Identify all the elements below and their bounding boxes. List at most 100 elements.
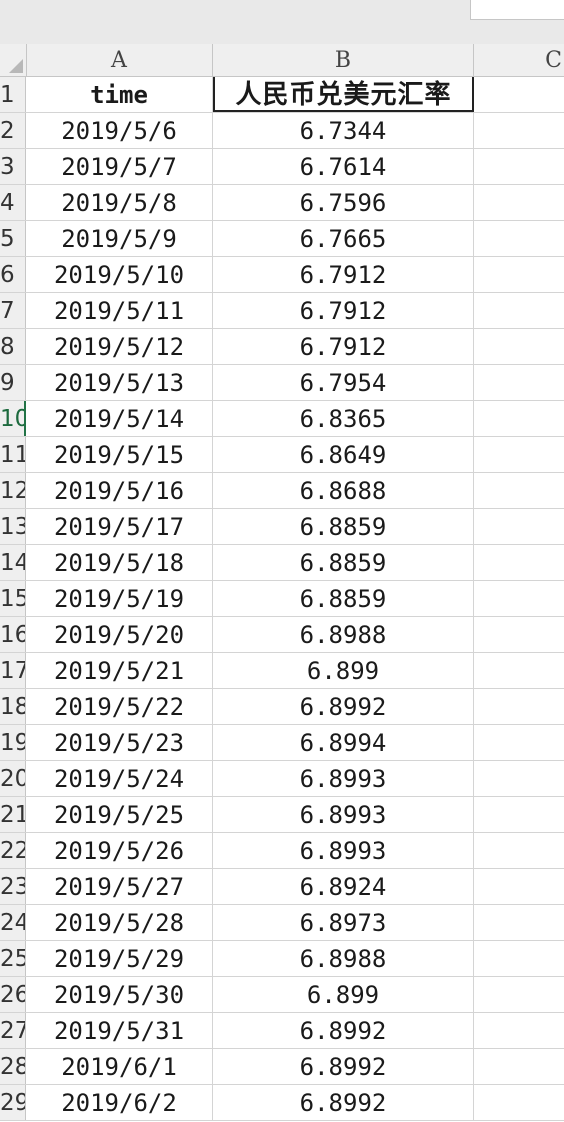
row-number[interactable]: 16 (0, 617, 26, 652)
empty-cell[interactable] (474, 185, 564, 220)
empty-cell[interactable] (474, 833, 564, 868)
empty-cell[interactable] (474, 905, 564, 940)
empty-cell[interactable] (474, 725, 564, 760)
column-header-c[interactable]: C (545, 48, 562, 73)
date-cell[interactable]: 2019/5/8 (26, 185, 213, 220)
empty-cell[interactable] (474, 113, 564, 148)
row-number[interactable]: 8 (0, 329, 26, 364)
date-cell[interactable]: 2019/5/29 (26, 941, 213, 976)
date-cell[interactable]: 2019/5/18 (26, 545, 213, 580)
rate-cell[interactable]: 6.7344 (213, 113, 474, 148)
rate-cell[interactable]: 6.8993 (213, 761, 474, 796)
date-cell[interactable]: 2019/5/14 (26, 401, 213, 436)
row-number[interactable]: 15 (0, 581, 26, 616)
date-cell[interactable]: 2019/5/9 (26, 221, 213, 256)
row-number[interactable]: 25 (0, 941, 26, 976)
rate-cell[interactable]: 6.8988 (213, 941, 474, 976)
rate-cell[interactable]: 6.8994 (213, 725, 474, 760)
row-number[interactable]: 6 (0, 257, 26, 292)
column-header-b[interactable]: B (213, 44, 474, 76)
empty-cell[interactable] (474, 509, 564, 544)
rate-cell[interactable]: 6.7912 (213, 293, 474, 328)
row-number[interactable]: 7 (0, 293, 26, 328)
row-number[interactable]: 27 (0, 1013, 26, 1048)
empty-cell[interactable] (474, 581, 564, 616)
empty-cell[interactable] (474, 689, 564, 724)
date-cell[interactable]: 2019/5/20 (26, 617, 213, 652)
row-number[interactable]: 19 (0, 725, 26, 760)
row-number[interactable]: 14 (0, 545, 26, 580)
empty-cell[interactable] (474, 401, 564, 436)
empty-cell[interactable] (474, 221, 564, 256)
empty-cell[interactable] (474, 257, 564, 292)
empty-cell[interactable] (474, 473, 564, 508)
rate-cell[interactable]: 6.8859 (213, 581, 474, 616)
date-cell[interactable]: 2019/5/24 (26, 761, 213, 796)
cell-c1[interactable] (474, 77, 564, 112)
rate-cell[interactable]: 6.7665 (213, 221, 474, 256)
date-cell[interactable]: 2019/5/28 (26, 905, 213, 940)
rate-cell[interactable]: 6.8688 (213, 473, 474, 508)
row-number[interactable]: 5 (0, 221, 26, 256)
date-cell[interactable]: 2019/5/27 (26, 869, 213, 904)
row-number[interactable]: 23 (0, 869, 26, 904)
row-number[interactable]: 4 (0, 185, 26, 220)
date-cell[interactable]: 2019/5/12 (26, 329, 213, 364)
rate-cell[interactable]: 6.8993 (213, 797, 474, 832)
rate-cell[interactable]: 6.899 (213, 653, 474, 688)
empty-cell[interactable] (474, 653, 564, 688)
date-cell[interactable]: 2019/5/31 (26, 1013, 213, 1048)
row-number[interactable]: 26 (0, 977, 26, 1012)
date-cell[interactable]: 2019/6/2 (26, 1085, 213, 1120)
date-cell[interactable]: 2019/5/26 (26, 833, 213, 868)
empty-cell[interactable] (474, 1049, 564, 1084)
cell-b1[interactable]: 人民币兑美元汇率 (213, 77, 474, 112)
empty-cell[interactable] (474, 869, 564, 904)
rate-cell[interactable]: 6.8993 (213, 833, 474, 868)
date-cell[interactable]: 2019/5/17 (26, 509, 213, 544)
column-header-a[interactable]: A (26, 44, 213, 76)
empty-cell[interactable] (474, 365, 564, 400)
row-number[interactable]: 11 (0, 437, 26, 472)
date-cell[interactable]: 2019/6/1 (26, 1049, 213, 1084)
empty-cell[interactable] (474, 545, 564, 580)
empty-cell[interactable] (474, 149, 564, 184)
rate-cell[interactable]: 6.8992 (213, 1049, 474, 1084)
empty-cell[interactable] (474, 617, 564, 652)
rate-cell[interactable]: 6.8924 (213, 869, 474, 904)
date-cell[interactable]: 2019/5/23 (26, 725, 213, 760)
rate-cell[interactable]: 6.7912 (213, 329, 474, 364)
empty-cell[interactable] (474, 977, 564, 1012)
row-number[interactable]: 18 (0, 689, 26, 724)
rate-cell[interactable]: 6.8992 (213, 1085, 474, 1120)
row-number[interactable]: 2 (0, 113, 26, 148)
row-number[interactable]: 24 (0, 905, 26, 940)
cell-a1[interactable]: time (26, 77, 213, 112)
rate-cell[interactable]: 6.899 (213, 977, 474, 1012)
date-cell[interactable]: 2019/5/19 (26, 581, 213, 616)
date-cell[interactable]: 2019/5/10 (26, 257, 213, 292)
date-cell[interactable]: 2019/5/7 (26, 149, 213, 184)
empty-cell[interactable] (474, 941, 564, 976)
rate-cell[interactable]: 6.7954 (213, 365, 474, 400)
date-cell[interactable]: 2019/5/22 (26, 689, 213, 724)
empty-cell[interactable] (474, 761, 564, 796)
rate-cell[interactable]: 6.8992 (213, 689, 474, 724)
date-cell[interactable]: 2019/5/30 (26, 977, 213, 1012)
rate-cell[interactable]: 6.8649 (213, 437, 474, 472)
row-number[interactable]: 28 (0, 1049, 26, 1084)
rate-cell[interactable]: 6.8992 (213, 1013, 474, 1048)
select-all-button[interactable] (0, 44, 27, 76)
rate-cell[interactable]: 6.8859 (213, 509, 474, 544)
rate-cell[interactable]: 6.8988 (213, 617, 474, 652)
date-cell[interactable]: 2019/5/21 (26, 653, 213, 688)
row-number[interactable]: 29 (0, 1085, 26, 1120)
row-number[interactable]: 1 (0, 77, 26, 112)
formula-input[interactable] (470, 0, 564, 20)
rate-cell[interactable]: 6.7912 (213, 257, 474, 292)
empty-cell[interactable] (474, 437, 564, 472)
rate-cell[interactable]: 6.8365 (213, 401, 474, 436)
row-number[interactable]: 9 (0, 365, 26, 400)
row-number[interactable]: 22 (0, 833, 26, 868)
date-cell[interactable]: 2019/5/11 (26, 293, 213, 328)
